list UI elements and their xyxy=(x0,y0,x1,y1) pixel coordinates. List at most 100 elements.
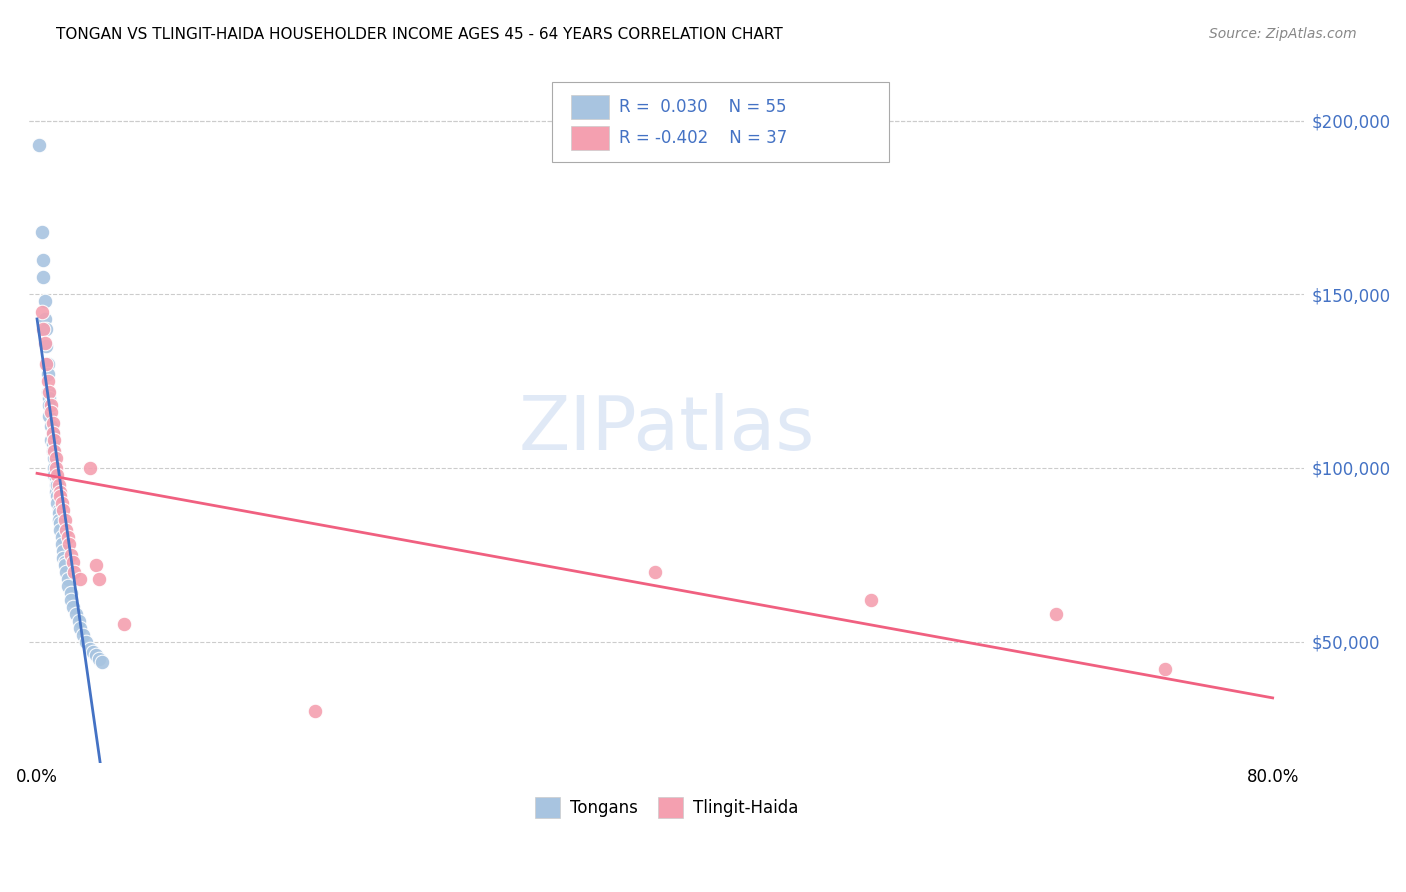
Point xyxy=(58,537,80,551)
Point xyxy=(38,409,60,423)
Point xyxy=(79,641,101,656)
Point xyxy=(45,478,67,492)
Text: ZIPatlas: ZIPatlas xyxy=(519,393,814,467)
Point xyxy=(56,572,79,586)
Point xyxy=(1153,662,1175,676)
Point xyxy=(53,558,76,573)
Point xyxy=(51,537,73,551)
Point xyxy=(35,357,58,371)
Point xyxy=(48,513,70,527)
Point xyxy=(45,471,67,485)
Text: R =  0.030    N = 55: R = 0.030 N = 55 xyxy=(619,98,787,116)
Point xyxy=(39,405,62,419)
Point xyxy=(39,419,62,434)
Point xyxy=(27,137,49,152)
Point xyxy=(31,225,53,239)
Point xyxy=(56,530,79,544)
Point xyxy=(644,565,666,579)
Point xyxy=(90,656,112,670)
Point xyxy=(53,555,76,569)
Point xyxy=(69,621,91,635)
Point xyxy=(46,489,69,503)
Point xyxy=(38,398,60,412)
Point xyxy=(48,506,70,520)
Text: TONGAN VS TLINGIT-HAIDA HOUSEHOLDER INCOME AGES 45 - 64 YEARS CORRELATION CHART: TONGAN VS TLINGIT-HAIDA HOUSEHOLDER INCO… xyxy=(56,27,783,42)
Point xyxy=(49,489,72,503)
Point xyxy=(60,593,83,607)
Point xyxy=(42,450,65,465)
Point xyxy=(41,426,63,441)
Point xyxy=(51,530,73,544)
Point xyxy=(860,593,883,607)
FancyBboxPatch shape xyxy=(571,95,609,119)
Point xyxy=(60,586,83,600)
Point xyxy=(37,374,59,388)
Legend: Tongans, Tlingit-Haida: Tongans, Tlingit-Haida xyxy=(529,790,804,824)
Point xyxy=(87,652,110,666)
Point xyxy=(55,524,77,538)
Point xyxy=(72,627,94,641)
Point xyxy=(41,443,63,458)
Point xyxy=(49,485,72,500)
Point xyxy=(62,599,84,614)
Point xyxy=(42,461,65,475)
Point xyxy=(60,548,83,562)
Point xyxy=(45,450,67,465)
Point xyxy=(46,478,69,492)
Point xyxy=(52,551,75,566)
Point xyxy=(1045,607,1067,621)
Point xyxy=(35,322,58,336)
Point xyxy=(32,252,55,267)
Point xyxy=(48,478,70,492)
Point xyxy=(55,565,77,579)
Point xyxy=(52,502,75,516)
Point xyxy=(42,433,65,447)
Point xyxy=(84,648,107,663)
Point xyxy=(46,496,69,510)
Point xyxy=(48,502,70,516)
Point xyxy=(32,322,55,336)
Text: R = -0.402    N = 37: R = -0.402 N = 37 xyxy=(619,129,787,147)
Point xyxy=(53,513,76,527)
Point xyxy=(34,335,56,350)
Point xyxy=(31,304,53,318)
Point xyxy=(67,614,90,628)
Point xyxy=(42,443,65,458)
Point xyxy=(34,294,56,309)
Point xyxy=(37,357,59,371)
Point xyxy=(62,555,84,569)
FancyBboxPatch shape xyxy=(571,126,609,150)
Point xyxy=(76,634,98,648)
Point xyxy=(79,461,101,475)
Point xyxy=(56,579,79,593)
Point xyxy=(63,565,86,579)
Point xyxy=(42,467,65,482)
Point xyxy=(87,572,110,586)
Point xyxy=(34,311,56,326)
Point xyxy=(112,617,135,632)
Point xyxy=(49,524,72,538)
Point xyxy=(82,645,104,659)
Point xyxy=(38,392,60,406)
Point xyxy=(41,416,63,430)
Point xyxy=(304,704,326,718)
Point xyxy=(49,516,72,531)
Point xyxy=(51,496,73,510)
Point xyxy=(39,398,62,412)
Point xyxy=(41,426,63,441)
Point xyxy=(84,558,107,573)
Point xyxy=(35,339,58,353)
Point xyxy=(45,485,67,500)
FancyBboxPatch shape xyxy=(551,82,890,162)
Point xyxy=(46,467,69,482)
Point xyxy=(65,607,87,621)
Point xyxy=(45,461,67,475)
Point xyxy=(38,384,60,399)
Point xyxy=(32,269,55,284)
Point xyxy=(39,433,62,447)
Text: Source: ZipAtlas.com: Source: ZipAtlas.com xyxy=(1209,27,1357,41)
Point xyxy=(52,544,75,558)
Point xyxy=(37,384,59,399)
Point xyxy=(69,572,91,586)
Point xyxy=(37,367,59,381)
